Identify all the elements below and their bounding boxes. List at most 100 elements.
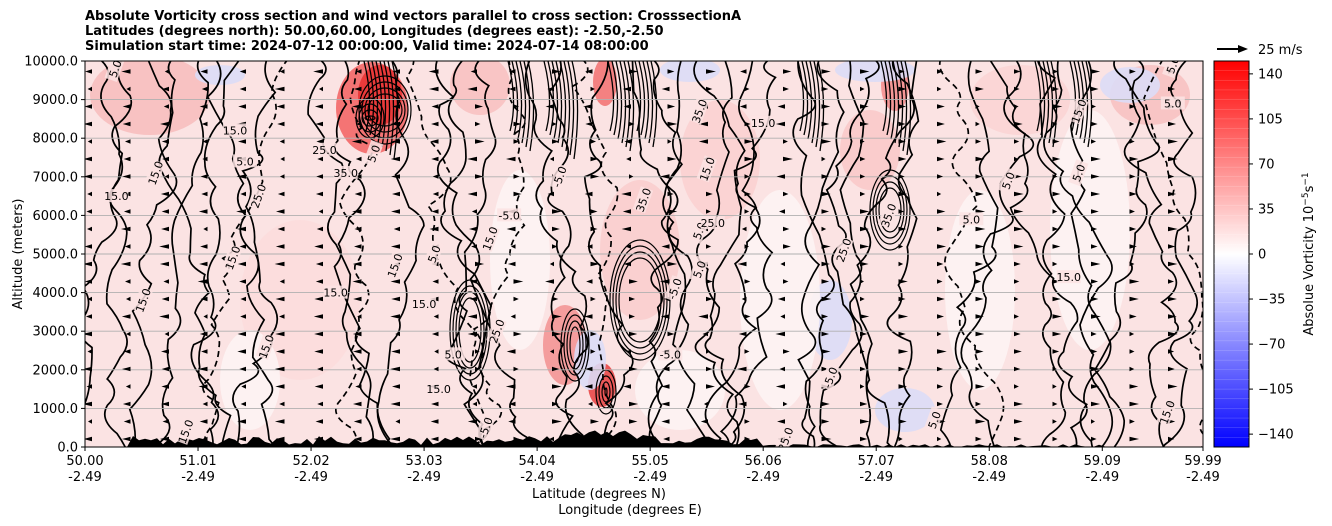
- wind-vector-528: [783, 139, 788, 144]
- wind-vector-127: [356, 366, 362, 372]
- wind-vector-538: [1168, 139, 1178, 144]
- wind-vector-499: [821, 156, 826, 162]
- wind-vector-304: [237, 261, 246, 267]
- jet-contour-2-3: [555, 61, 563, 144]
- wind-vector-311: [507, 261, 516, 267]
- wind-vector-295: [1052, 279, 1061, 284]
- wind-vector-211: [121, 314, 131, 319]
- wind-vector-475: [1052, 174, 1058, 179]
- wind-vector-107: [744, 384, 751, 389]
- jet-contour-1-3: [519, 61, 527, 144]
- contour-line-15: [436, 61, 528, 447]
- wind-vector-512: [161, 139, 169, 144]
- wind-vector-519: [430, 139, 439, 144]
- wind-vector-505: [1052, 156, 1061, 162]
- vorticity-patch-white-0: [740, 190, 820, 410]
- wind-vector-139: [821, 366, 829, 372]
- wind-vector-181: [125, 331, 131, 337]
- chart-title-line-3: Simulation start time: 2024-07-12 00:00:…: [85, 39, 649, 54]
- wind-vector-163: [590, 349, 596, 354]
- wind-vector-368: [393, 226, 400, 232]
- wind-vector-640: [470, 69, 477, 74]
- x-tick-lon-label-5: -2.49: [633, 470, 667, 485]
- colorbar: 140 105 70 35 0 −35 −70 −105 −140 Absolue Vortic…: [1213, 60, 1317, 448]
- jet-contour-5-0: [797, 61, 805, 132]
- wind-vector-448: [1168, 191, 1177, 197]
- wind-vector-562: [937, 121, 945, 127]
- contour-ring-3-3: [364, 115, 376, 121]
- wind-vector-225: [660, 314, 670, 319]
- contour-ring-5-2: [615, 251, 665, 349]
- wind-vector-89: [1207, 402, 1212, 406]
- contour-label-bg-4: [222, 244, 243, 272]
- wind-vector-194: [629, 331, 638, 337]
- contour-label-bg-18: [441, 347, 466, 361]
- wind-vector-617: [744, 86, 750, 92]
- jet-contour-3-2: [615, 61, 623, 140]
- vorticity-patch-white-2: [945, 190, 1015, 390]
- wind-vector-589: [821, 104, 831, 109]
- contour-label-22: 5.0: [1000, 170, 1018, 191]
- wind-vector-587: [739, 104, 747, 109]
- wind-vector-301: [120, 261, 131, 267]
- wind-vector-177: [1129, 349, 1135, 354]
- wind-vector-630: [85, 69, 92, 74]
- wind-vector-380: [860, 226, 869, 232]
- jet-contour-1-0: [507, 61, 515, 132]
- wind-vector-492: [549, 156, 554, 162]
- wind-vector-7: [354, 436, 362, 442]
- wind-vector-628: [1168, 86, 1176, 92]
- wind-vector-398: [391, 209, 400, 214]
- colorbar-tick-label-6: −70: [1258, 338, 1285, 353]
- wind-vector-291: [898, 279, 908, 284]
- wind-vector-120: [85, 366, 92, 372]
- wind-vector-352: [937, 244, 947, 249]
- x-tick-lon-label-7: -2.49: [859, 470, 893, 485]
- wind-vector-277: [352, 279, 362, 284]
- contour-label-45: 15.0: [751, 117, 776, 130]
- wind-vector-142: [937, 366, 944, 372]
- wind-vector-435: [667, 191, 674, 197]
- wind-vector-191: [513, 331, 522, 337]
- wind-vector-115: [1052, 384, 1057, 389]
- contour-label-bg-43: [175, 417, 196, 445]
- wind-vector-525: [667, 139, 672, 144]
- wind-vector-143: [975, 366, 980, 372]
- wind-vector-116: [1091, 384, 1100, 389]
- colorbar-tick-label-3: 35: [1258, 202, 1275, 217]
- contour-label-bg-22: [997, 166, 1019, 194]
- wind-vector-643: [585, 69, 593, 74]
- contour-label-39: 35.0: [334, 167, 359, 180]
- wind-vector-375: [667, 226, 672, 232]
- wind-vector-592: [937, 104, 945, 109]
- wind-vector-460: [475, 174, 484, 179]
- contour-label-bg-21: [959, 212, 984, 226]
- wind-vector-632: [164, 69, 169, 74]
- quiver-key: 25 m/s: [1217, 43, 1303, 58]
- jet-contour-0-6: [387, 61, 395, 156]
- wind-vector-133: [585, 366, 593, 372]
- wind-vector-495: [667, 156, 677, 162]
- wind-vector-113: [975, 384, 985, 389]
- wind-vector-272: [163, 279, 169, 284]
- wind-vector-290: [860, 279, 865, 284]
- contour-label-bg-10: [696, 155, 717, 183]
- contour-label-3: 15.0: [223, 124, 248, 137]
- wind-vector-501: [898, 156, 907, 162]
- contour-label-6: 15.0: [323, 287, 348, 300]
- wind-vector-416: [1091, 209, 1099, 214]
- contour-label-44: 5.0: [926, 410, 944, 431]
- wind-vector-293: [975, 279, 982, 284]
- plot-area: 15.015.015.015.015.015.015.015.015.015.0…: [84, 60, 1212, 448]
- wind-vector-465: [659, 174, 670, 179]
- contour-line-42: [1069, 61, 1161, 447]
- wind-vector-570: [85, 104, 92, 109]
- x-tick-lon-label-4: -2.49: [520, 470, 554, 485]
- vorticity-patch-red-7: [840, 110, 900, 190]
- wind-vector-94: [241, 384, 246, 389]
- wind-vector-247: [353, 296, 362, 302]
- wind-vector-498: [783, 156, 793, 162]
- wind-vector-54: [1014, 419, 1023, 424]
- contour-label-bg-42: [426, 382, 451, 396]
- wind-vector-276: [315, 279, 323, 284]
